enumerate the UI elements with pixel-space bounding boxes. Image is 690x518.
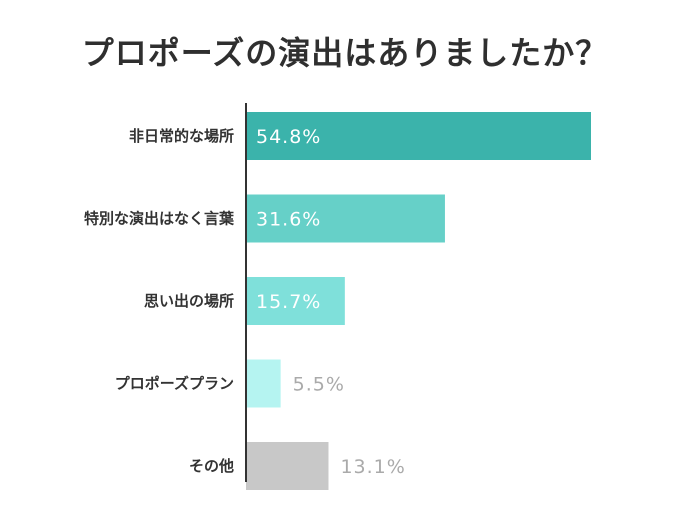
- bar: [246, 194, 445, 243]
- bar: [246, 277, 345, 325]
- bar: [246, 359, 281, 408]
- category-label: 特別な演出はなく言葉: [84, 210, 235, 228]
- bar-group-3: プロポーズプラン 5.5%: [115, 359, 345, 408]
- value-label: 5.5%: [293, 374, 345, 396]
- category-label: 非日常的な場所: [129, 127, 234, 145]
- category-label: その他: [189, 457, 234, 475]
- bars-layer: 非日常的な場所 54.8% 特別な演出はなく言葉 31.6% 思い出の場所 15.7% プロ…: [84, 112, 591, 490]
- category-label: プロポーズプラン: [115, 375, 234, 393]
- bar-group-2: 思い出の場所 15.7%: [144, 277, 345, 325]
- category-label: 思い出の場所: [144, 292, 234, 310]
- value-label: 15.7%: [256, 291, 321, 313]
- bar-group-1: 特別な演出はなく言葉 31.6%: [84, 194, 445, 243]
- bar-group-0: 非日常的な場所 54.8%: [129, 112, 591, 160]
- bar-group-4: その他 13.1%: [189, 442, 405, 490]
- bar: [246, 112, 591, 160]
- bar: [246, 442, 329, 490]
- value-label: 31.6%: [256, 209, 321, 231]
- chart-title: プロポーズの演出はありましたか？: [81, 34, 609, 72]
- value-label: 54.8%: [256, 126, 321, 148]
- value-label: 13.1%: [340, 456, 405, 478]
